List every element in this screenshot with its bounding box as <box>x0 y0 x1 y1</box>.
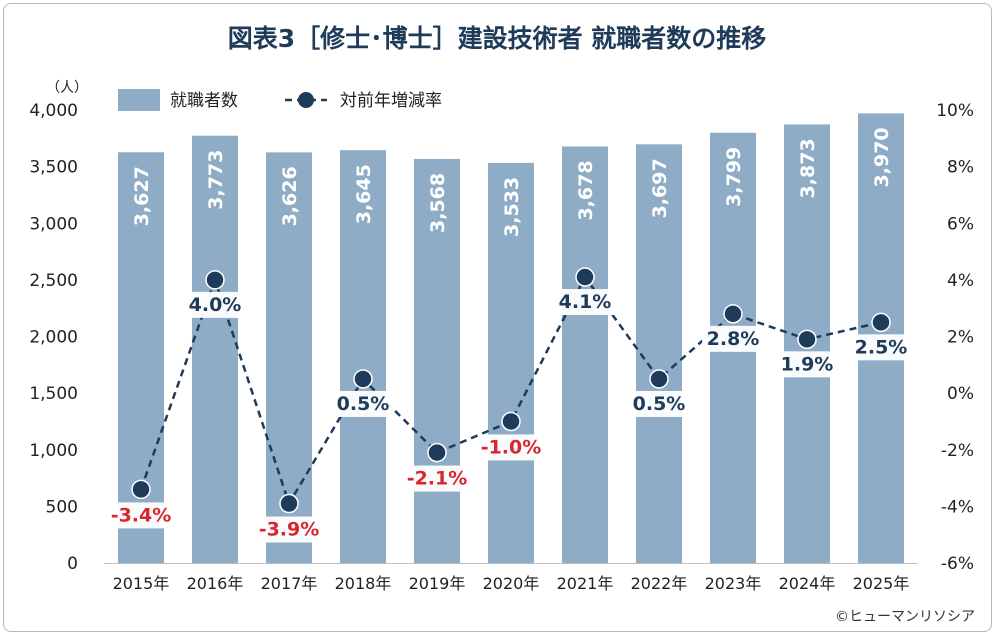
bar <box>340 150 386 564</box>
bar-value-label: 3,970 <box>871 127 893 187</box>
rate-label-background <box>110 502 172 529</box>
rate-value-label: 2.5% <box>855 336 908 358</box>
rate-label-background <box>406 465 468 492</box>
bar-value-label: 3,645 <box>353 164 375 224</box>
rate-value-label: 0.5% <box>337 393 390 415</box>
x-tick-label: 2017年 <box>261 574 318 593</box>
x-tick-label: 2022年 <box>631 574 688 593</box>
bar-value-label: 3,697 <box>649 158 671 218</box>
y-right-tick-label: -2% <box>941 441 974 461</box>
y-left-tick-label: 3,500 <box>29 158 78 178</box>
bar <box>414 158 460 563</box>
x-tick-label: 2015年 <box>113 574 170 593</box>
y-right-tick-label: -4% <box>941 497 974 517</box>
chart-title: 図表3［修士･博士］建設技術者 就職者数の推移 <box>228 24 767 53</box>
y-left-tick-label: 3,000 <box>29 214 78 234</box>
rate-value-label: -3.4% <box>111 504 172 526</box>
rate-label-background <box>184 291 246 318</box>
rate-value-label: 0.5% <box>633 393 686 415</box>
rate-label-background <box>258 516 320 543</box>
rate-marker <box>871 312 891 333</box>
x-tick-label: 2018年 <box>335 574 392 593</box>
rate-value-label: 4.0% <box>189 294 242 316</box>
bar-value-label: 3,568 <box>427 173 449 233</box>
y-left-tick-label: 1,000 <box>29 441 78 461</box>
credit-text: ©ヒューマンリソシア <box>835 609 975 625</box>
rate-marker <box>501 411 521 432</box>
rate-value-label: 4.1% <box>559 291 612 313</box>
rate-label-background <box>702 325 764 352</box>
y-right-tick-label: 0% <box>947 384 974 404</box>
rate-value-label: -3.9% <box>259 519 320 541</box>
legend-line-label: 対前年増減率 <box>340 91 442 111</box>
bar-value-label: 3,678 <box>575 160 597 220</box>
rate-label-background <box>332 390 394 417</box>
y-left-tick-label: 500 <box>46 497 78 517</box>
rate-label-background <box>776 351 838 378</box>
y-left-tick-label: 1,500 <box>29 384 78 404</box>
rate-label-background <box>628 390 690 417</box>
rate-label-background <box>554 289 616 316</box>
rate-value-label: 1.9% <box>781 353 834 375</box>
rate-marker <box>131 479 151 500</box>
legend-line-marker <box>298 92 314 108</box>
bar-value-label: 3,626 <box>279 166 301 226</box>
bar <box>488 162 534 563</box>
bar-value-label: 3,773 <box>205 150 227 210</box>
x-tick-label: 2025年 <box>853 574 910 593</box>
rate-marker <box>427 442 447 463</box>
y-left-unit-label: （人） <box>46 80 88 96</box>
x-tick-label: 2016年 <box>187 574 244 593</box>
x-tick-label: 2024年 <box>779 574 836 593</box>
bar-value-label: 3,873 <box>797 138 819 198</box>
rate-label-background <box>480 434 542 461</box>
y-left-tick-label: 2,500 <box>29 271 78 291</box>
rate-value-label: 2.8% <box>707 328 760 350</box>
y-right-tick-label: 2% <box>947 328 974 348</box>
rate-marker <box>649 369 669 389</box>
rate-marker <box>279 493 299 514</box>
bar-value-label: 3,627 <box>131 166 153 226</box>
y-left-tick-label: 0 <box>67 554 78 574</box>
x-tick-label: 2021年 <box>557 574 614 593</box>
rate-line <box>139 274 882 507</box>
x-tick-label: 2020年 <box>483 574 540 593</box>
x-tick-label: 2019年 <box>409 574 466 593</box>
rate-marker <box>575 267 595 287</box>
rate-label-background <box>850 334 912 361</box>
y-right-tick-label: 6% <box>947 214 974 234</box>
rate-value-label: -2.1% <box>407 468 468 490</box>
x-tick-label: 2023年 <box>705 574 762 593</box>
rate-marker <box>723 304 743 324</box>
y-left-tick-label: 4,000 <box>29 101 78 121</box>
y-right-tick-label: 4% <box>947 271 974 291</box>
legend-bar-label: 就職者数 <box>170 91 238 111</box>
bar-value-label: 3,799 <box>723 147 745 207</box>
rate-marker <box>205 270 225 290</box>
bar <box>636 144 682 563</box>
y-left-tick-label: 2,000 <box>29 328 78 348</box>
y-right-tick-label: -6% <box>941 554 974 574</box>
rate-marker <box>353 369 373 389</box>
bar-value-label: 3,533 <box>501 177 523 237</box>
y-right-tick-label: 8% <box>947 158 974 178</box>
y-right-tick-label: 10% <box>936 101 974 121</box>
legend-bar-swatch <box>118 89 160 111</box>
bar <box>192 135 238 563</box>
rate-marker <box>797 329 817 350</box>
bar <box>562 146 608 564</box>
rate-value-label: -1.0% <box>481 436 542 458</box>
